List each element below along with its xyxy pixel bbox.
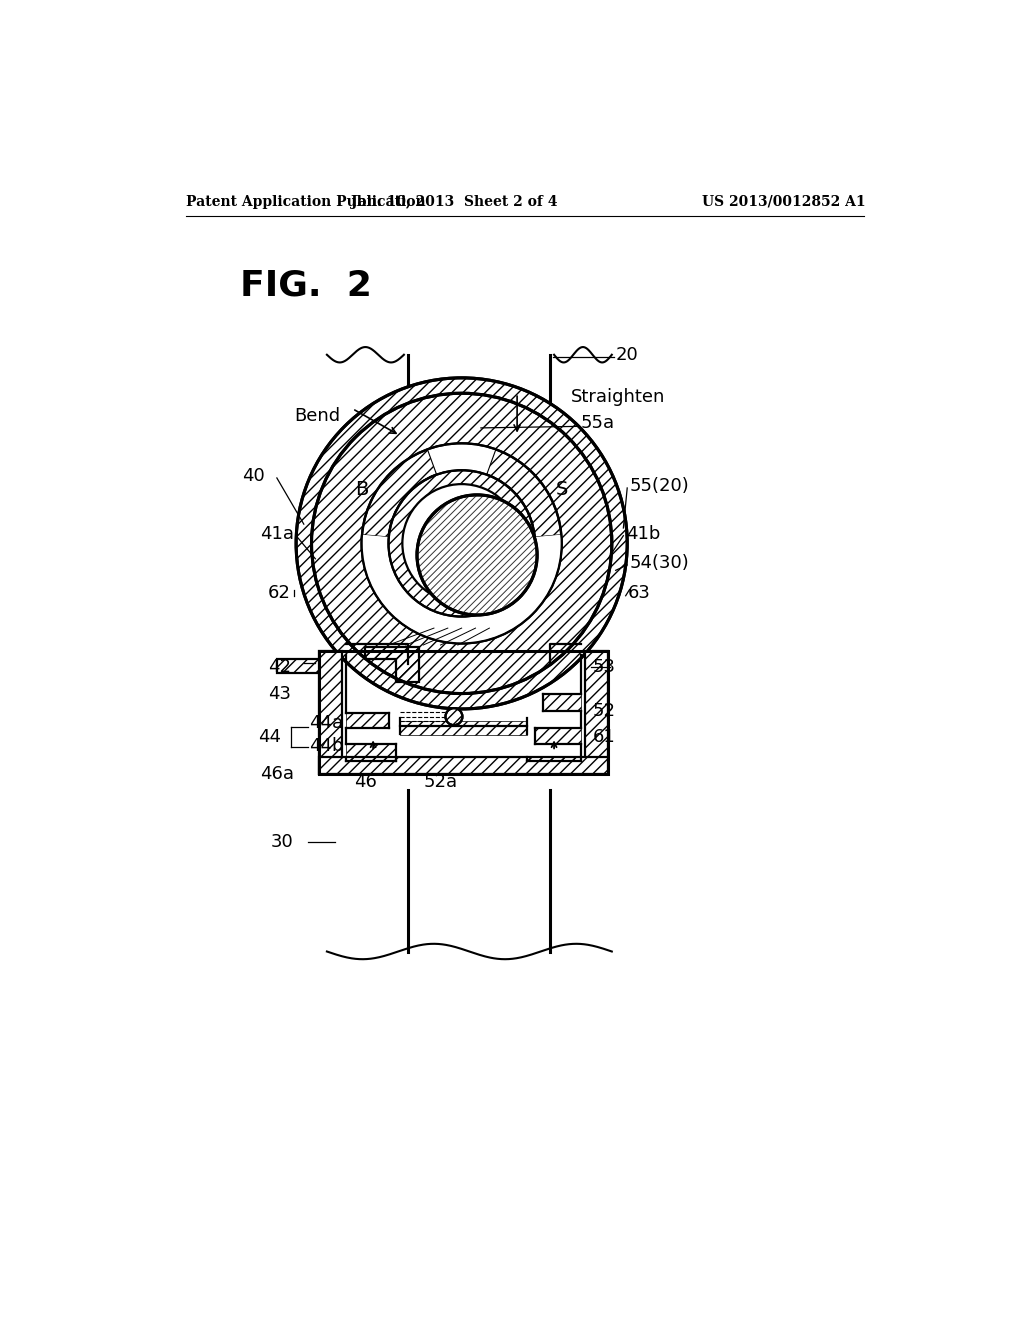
Bar (535, 729, 581, 743)
Text: 41a: 41a (260, 525, 294, 543)
Bar (543, 693, 581, 711)
Bar (276, 659, 319, 673)
Text: 42: 42 (267, 657, 291, 676)
Text: 53: 53 (593, 657, 615, 676)
Text: 52a: 52a (423, 774, 458, 791)
Circle shape (445, 708, 463, 725)
Text: 44a: 44a (309, 714, 343, 731)
Text: 54(30): 54(30) (630, 553, 689, 572)
Circle shape (402, 484, 521, 603)
Bar (585, 651, 608, 775)
Circle shape (311, 393, 611, 693)
Bar (400, 721, 527, 735)
Bar (527, 758, 581, 760)
Bar (319, 758, 608, 775)
Text: 61: 61 (593, 729, 615, 746)
Wedge shape (362, 450, 436, 537)
Text: 55a: 55a (581, 414, 614, 432)
Text: Patent Application Publication: Patent Application Publication (186, 194, 426, 209)
Text: 52: 52 (593, 702, 615, 721)
Text: 44: 44 (258, 729, 281, 746)
Text: 20: 20 (615, 346, 638, 364)
Text: 40: 40 (243, 467, 265, 486)
Text: Bend: Bend (294, 408, 340, 425)
Text: 46: 46 (354, 774, 377, 791)
Text: 63: 63 (628, 585, 651, 602)
Bar (319, 651, 608, 775)
Text: 41b: 41b (626, 525, 660, 543)
Text: 43: 43 (267, 685, 291, 702)
Circle shape (417, 495, 538, 615)
Wedge shape (362, 535, 561, 643)
Text: 46a: 46a (260, 766, 294, 783)
Text: S: S (556, 480, 568, 499)
Circle shape (417, 495, 538, 615)
Bar (346, 713, 388, 729)
Bar (346, 743, 396, 760)
Circle shape (388, 470, 535, 616)
Wedge shape (487, 450, 560, 537)
Text: Straighten: Straighten (571, 388, 666, 407)
Text: FIG.  2: FIG. 2 (240, 268, 372, 302)
Text: B: B (355, 480, 369, 499)
Text: 44b: 44b (309, 737, 344, 755)
Text: US 2013/0012852 A1: US 2013/0012852 A1 (702, 194, 866, 209)
Circle shape (296, 378, 628, 709)
Text: Jan. 10, 2013  Sheet 2 of 4: Jan. 10, 2013 Sheet 2 of 4 (350, 194, 557, 209)
Text: 55(20): 55(20) (630, 478, 689, 495)
Text: 62: 62 (268, 585, 291, 602)
Circle shape (361, 444, 562, 644)
Bar (319, 651, 342, 775)
Text: 30: 30 (271, 833, 294, 851)
